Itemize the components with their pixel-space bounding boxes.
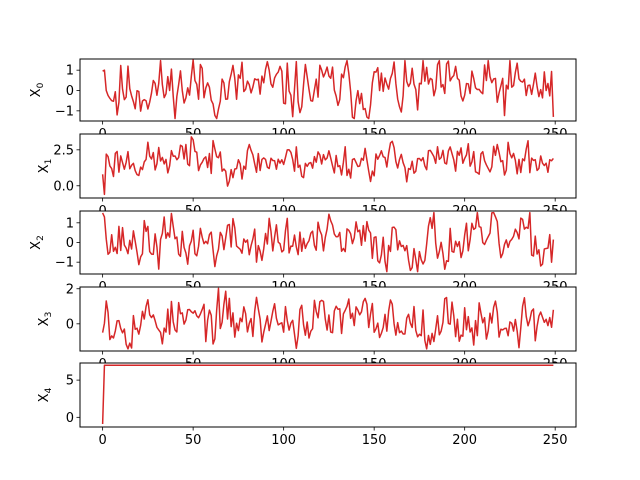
axes-frame (79, 58, 577, 122)
y-tick-label: 0 (66, 84, 74, 99)
y-tick-label: 5 (66, 374, 74, 389)
y-axis-label: X4 (37, 387, 54, 402)
series-line-x0 (102, 59, 555, 120)
x-tick-label: 100 (271, 433, 296, 448)
series-line-x2 (101, 211, 555, 273)
y-tick-label: 1 (66, 216, 74, 231)
y-axis-label: X2 (29, 235, 46, 250)
y-tick-label: 0.0 (53, 179, 74, 194)
subplot-x0: −101050100150200250X0 (29, 58, 577, 142)
y-tick-label: 0 (66, 236, 74, 251)
y-tick-label: 0 (66, 411, 74, 426)
x-tick-label: 150 (362, 433, 387, 448)
y-axis-label: X3 (37, 312, 54, 327)
y-axis-label: X0 (29, 82, 46, 97)
y-tick-label: 1 (66, 64, 74, 79)
series-line-x4 (101, 364, 554, 425)
axes-frame (79, 286, 577, 352)
y-tick-label: 0 (66, 317, 74, 332)
y-tick-label: −1 (55, 104, 74, 119)
y-axis-label: X1 (37, 159, 54, 174)
x-tick-label: 50 (185, 433, 202, 448)
axes-frame (79, 362, 577, 428)
series-line-x1 (101, 136, 554, 196)
y-tick-label: −1 (55, 256, 74, 271)
x-tick-label: 200 (452, 433, 477, 448)
axes-frame (79, 133, 577, 199)
y-tick-label: 2.5 (53, 143, 74, 158)
x-tick-label: 250 (543, 433, 568, 448)
y-tick-label: 2 (66, 282, 74, 297)
x-tick-label: 0 (98, 433, 106, 448)
series-line-x3 (101, 287, 555, 350)
